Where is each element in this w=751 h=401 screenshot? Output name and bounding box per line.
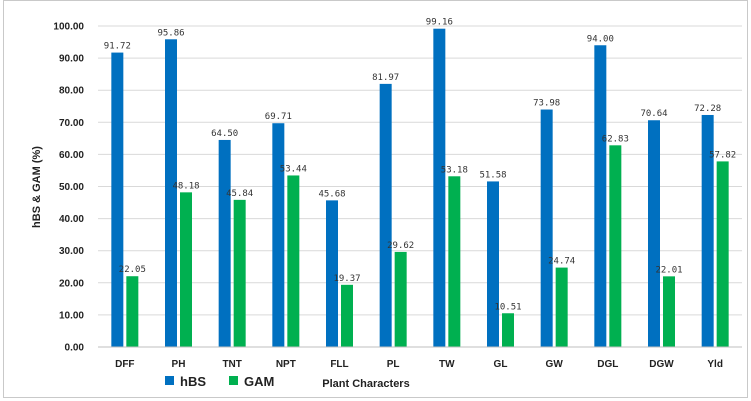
y-tick-label: 100.00 xyxy=(53,22,84,33)
data-label-gam: 24.74 xyxy=(548,257,575,267)
category-label: DGW xyxy=(649,359,674,370)
category-label: TNT xyxy=(222,359,241,370)
data-label-gam: 48.18 xyxy=(172,181,199,191)
bar-hbs xyxy=(326,200,338,347)
category-label: GW xyxy=(546,359,564,370)
bar-gam xyxy=(663,276,675,347)
y-tick-label: 60.00 xyxy=(59,150,84,161)
data-label-hbs: 81.97 xyxy=(372,73,399,83)
data-label-gam: 22.01 xyxy=(655,265,682,275)
category-label: Yld xyxy=(707,359,723,370)
data-label-hbs: 69.71 xyxy=(265,112,292,122)
data-label-hbs: 64.50 xyxy=(211,129,238,139)
y-tick-label: 90.00 xyxy=(59,54,84,65)
bar-hbs xyxy=(111,52,124,348)
data-label-hbs: 72.28 xyxy=(694,104,721,114)
bar-hbs xyxy=(487,181,499,347)
category-labels: DFF PH TNT NPT FLL PL TW GL GW DGL DGW Yld xyxy=(115,359,723,370)
y-tick-label: 50.00 xyxy=(59,182,84,193)
data-label-hbs: 51.58 xyxy=(479,170,506,180)
legend-label-hbs: hBS xyxy=(180,374,206,389)
bar-hbs xyxy=(433,28,446,347)
gridlines xyxy=(98,25,742,316)
bar-hbs xyxy=(379,83,392,348)
data-label-gam: 10.51 xyxy=(494,302,521,312)
category-label: PL xyxy=(387,359,400,370)
category-label: PH xyxy=(172,359,186,370)
bar-gam xyxy=(233,199,246,347)
bar-hbs xyxy=(165,39,177,347)
bar-hbs xyxy=(218,139,231,347)
bar-gam xyxy=(394,251,407,347)
data-label-hbs: 94.00 xyxy=(587,34,614,44)
data-label-hbs: 95.86 xyxy=(157,28,184,38)
bar-hbs xyxy=(648,120,660,347)
y-tick-label: 40.00 xyxy=(59,214,84,225)
bar-gam xyxy=(609,145,622,347)
y-tick-label: 70.00 xyxy=(59,118,84,129)
y-tick-label: 20.00 xyxy=(59,278,84,289)
category-label: FLL xyxy=(330,359,348,370)
data-label-gam: 22.05 xyxy=(119,265,146,275)
data-label-hbs: 70.64 xyxy=(640,109,667,119)
data-label-gam: 53.44 xyxy=(280,164,307,174)
x-axis-label: Plant Characters xyxy=(322,378,409,390)
y-axis-label: hBS & GAM (%) xyxy=(31,146,43,228)
legend: hBS GAM xyxy=(165,374,274,389)
bar-hbs xyxy=(594,45,607,347)
data-label-gam: 45.84 xyxy=(226,189,253,199)
category-label: DFF xyxy=(115,359,134,370)
bar-gam xyxy=(341,284,353,347)
data-label-gam: 29.62 xyxy=(387,241,414,251)
data-label-hbs: 99.16 xyxy=(426,18,453,28)
category-label: TW xyxy=(439,359,455,370)
data-label-gam: 57.82 xyxy=(709,150,736,160)
bar-gam xyxy=(448,176,461,347)
category-label: GL xyxy=(494,359,508,370)
data-label-hbs: 91.72 xyxy=(104,42,131,52)
bar-gam xyxy=(555,267,568,347)
bars xyxy=(111,28,729,348)
bar-gam xyxy=(716,161,729,347)
data-label-hbs: 45.68 xyxy=(318,189,345,199)
category-label: DGL xyxy=(597,359,618,370)
legend-label-gam: GAM xyxy=(244,374,274,389)
bar-gam xyxy=(180,192,192,347)
data-label-gam: 62.83 xyxy=(602,134,629,144)
bar-hbs xyxy=(540,109,553,347)
category-label: NPT xyxy=(276,359,296,370)
bar-hbs xyxy=(701,114,714,347)
bar-gam xyxy=(126,276,139,347)
legend-swatch-hbs xyxy=(165,376,174,385)
y-tick-label: 0.00 xyxy=(65,343,85,354)
y-tick-label: 80.00 xyxy=(59,86,84,97)
bar-hbs xyxy=(272,123,285,348)
bar-gam xyxy=(502,313,514,347)
data-label-gam: 53.18 xyxy=(441,165,468,175)
data-labels: 91.72 22.05 95.86 48.18 64.50 45.84 69.71 53.44… xyxy=(104,18,736,313)
data-label-hbs: 73.98 xyxy=(533,99,560,109)
data-label-gam: 19.37 xyxy=(333,274,360,284)
y-tick-labels: 0.00 10.00 20.00 30.00 40.00 50.00 60.00 70.00 8… xyxy=(53,22,84,354)
y-tick-label: 10.00 xyxy=(59,310,84,321)
bar-gam xyxy=(287,175,300,347)
y-tick-label: 30.00 xyxy=(59,246,84,257)
legend-swatch-gam xyxy=(229,376,238,385)
